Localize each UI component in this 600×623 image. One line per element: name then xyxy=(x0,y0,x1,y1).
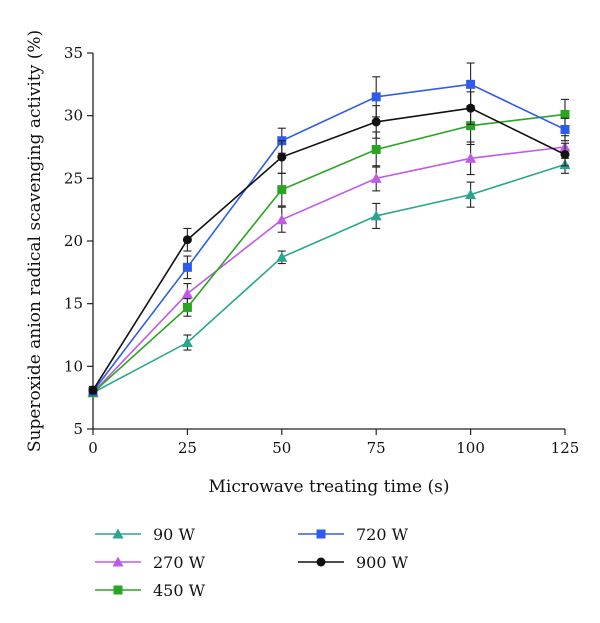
data-point xyxy=(277,185,287,195)
y-tick-label: 35 xyxy=(64,44,83,62)
legend-marker xyxy=(113,585,123,595)
data-point xyxy=(370,172,382,183)
axes: 5 10 15 20 25 30 35 0 25 50 75 100 125 Microwave trea… xyxy=(25,30,579,497)
legend-marker xyxy=(112,528,124,539)
data-point xyxy=(560,109,570,119)
x-tick-label: 75 xyxy=(367,439,386,457)
data-point xyxy=(371,92,381,102)
data-point xyxy=(182,302,192,312)
series-line xyxy=(92,146,566,394)
legend-label: 720 W xyxy=(356,525,409,544)
y-tick-label: 25 xyxy=(64,169,83,187)
legend-item: 270 W xyxy=(95,553,206,572)
data-point xyxy=(370,210,382,221)
x-axis-label: Microwave treating time (s) xyxy=(209,477,450,497)
y-tick-label: 10 xyxy=(64,357,83,375)
data-point xyxy=(371,145,381,155)
series-line xyxy=(92,163,566,394)
series-line xyxy=(92,107,566,391)
data-point xyxy=(276,251,288,262)
x-tick-label: 25 xyxy=(178,439,197,457)
legend-item: 450 W xyxy=(95,581,206,600)
legend-label: 90 W xyxy=(153,525,195,544)
legend-item: 720 W xyxy=(298,525,409,544)
legend-marker xyxy=(112,556,124,567)
legend: 90 W 270 W 450 W 720 W 900 W xyxy=(95,525,409,600)
legend-label: 450 W xyxy=(153,581,206,600)
data-point xyxy=(465,189,477,200)
y-axis-label: Superoxide anion radical scavenging acti… xyxy=(25,30,45,452)
data-point xyxy=(276,214,288,225)
data-point xyxy=(466,103,476,113)
data-point xyxy=(465,152,477,163)
data-point xyxy=(277,152,287,162)
y-tick-label: 30 xyxy=(64,107,83,125)
legend-marker xyxy=(316,529,326,539)
legend-item: 900 W xyxy=(298,553,409,572)
series-line xyxy=(92,83,566,392)
y-tick-label: 20 xyxy=(64,232,83,250)
x-tick-label: 125 xyxy=(551,439,580,457)
data-point xyxy=(560,124,570,134)
x-tick-label: 100 xyxy=(456,439,485,457)
legend-item: 90 W xyxy=(95,525,195,544)
data-point xyxy=(182,235,192,245)
series-layer xyxy=(87,62,571,398)
legend-marker xyxy=(316,557,326,567)
series-90w xyxy=(87,155,571,398)
series-900w xyxy=(88,91,570,395)
y-tick-label: 5 xyxy=(73,420,83,438)
data-point xyxy=(371,117,381,127)
series-720w xyxy=(88,62,570,396)
x-tick-label: 0 xyxy=(88,439,98,457)
data-point xyxy=(560,150,570,160)
series-270w xyxy=(87,135,571,398)
data-point xyxy=(181,337,193,348)
data-point xyxy=(182,262,192,272)
x-tick-label: 50 xyxy=(272,439,291,457)
legend-label: 270 W xyxy=(153,553,206,572)
y-tick-label: 15 xyxy=(64,295,83,313)
series-450w xyxy=(88,98,570,398)
series-line xyxy=(92,113,566,394)
legend-label: 900 W xyxy=(356,553,409,572)
data-point xyxy=(181,288,193,299)
data-point xyxy=(88,385,98,395)
data-point xyxy=(466,79,476,89)
data-point xyxy=(466,121,476,131)
